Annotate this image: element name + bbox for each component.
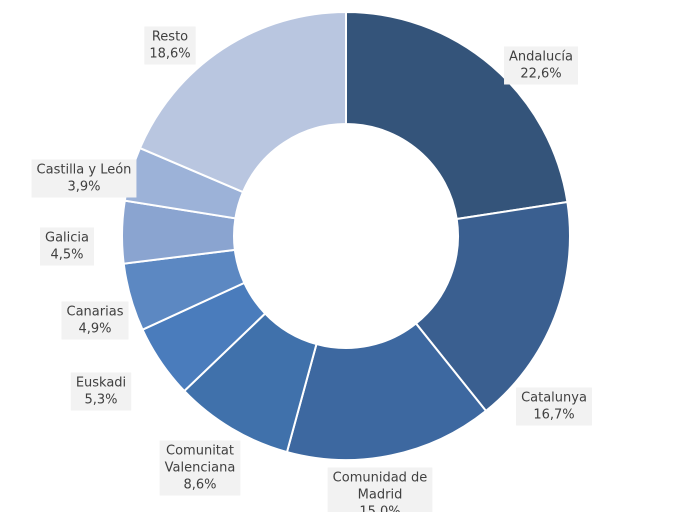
data-label-line: Valenciana <box>165 461 236 476</box>
data-label-line: Comunitat <box>166 444 234 459</box>
data-label-comunidad-de-madrid: Comunidad de Madrid 15,0% <box>327 467 433 512</box>
data-label-line: Resto <box>152 30 188 45</box>
data-label-andaluc-a: Andalucía 22,6% <box>504 46 578 85</box>
data-label-line: 15,0% <box>359 505 400 512</box>
data-label-background <box>327 467 433 512</box>
data-label-line: Euskadi <box>76 376 126 391</box>
slice-resto <box>138 10 347 194</box>
slice-catalunya <box>414 200 571 413</box>
data-label-line: 3,9% <box>67 180 100 195</box>
data-label-line: 4,9% <box>78 322 111 337</box>
data-label-line: Catalunya <box>521 391 587 406</box>
data-label-background <box>144 26 196 65</box>
data-label-line: Castilla y León <box>37 163 132 178</box>
slices-group <box>121 10 571 461</box>
data-label-line: Galicia <box>45 231 89 246</box>
data-label-line: 4,5% <box>50 248 83 263</box>
data-label-line: Canarias <box>67 305 124 320</box>
data-label-line: Madrid <box>358 488 403 503</box>
data-label-background <box>504 46 578 85</box>
data-label-line: 18,6% <box>149 47 190 62</box>
data-label-euskadi: Euskadi 5,3% <box>70 372 132 411</box>
data-label-canarias: Canarias 4,9% <box>61 301 129 340</box>
data-label-background <box>516 387 592 426</box>
data-label-comunitat-valenciana: Comunitat Valenciana 8,6% <box>159 440 241 496</box>
data-label-line: Comunidad de <box>333 471 428 486</box>
data-label-background <box>40 227 94 266</box>
data-label-line: 16,7% <box>533 408 574 423</box>
data-label-line: 22,6% <box>520 67 561 82</box>
slice-comunidad-de-madrid <box>285 322 488 461</box>
data-label-line: 5,3% <box>84 393 117 408</box>
data-label-background <box>159 440 241 496</box>
data-label-background <box>61 301 129 340</box>
data-label-background <box>31 159 137 198</box>
data-label-line: 8,6% <box>183 478 216 493</box>
data-label-resto: Resto 18,6% <box>144 26 196 65</box>
data-label-catalunya: Catalunya 16,7% <box>516 387 592 426</box>
data-label-background <box>70 372 132 411</box>
data-label-line: Andalucía <box>509 50 573 65</box>
data-label-castilla-y-le-n: Castilla y León 3,9% <box>31 159 137 198</box>
data-label-galicia: Galicia 4,5% <box>40 227 94 266</box>
slice-andaluc-a <box>345 10 569 221</box>
labels-group: Andalucía 22,6% Catalunya 16,7% Comunidad de… <box>31 26 592 512</box>
